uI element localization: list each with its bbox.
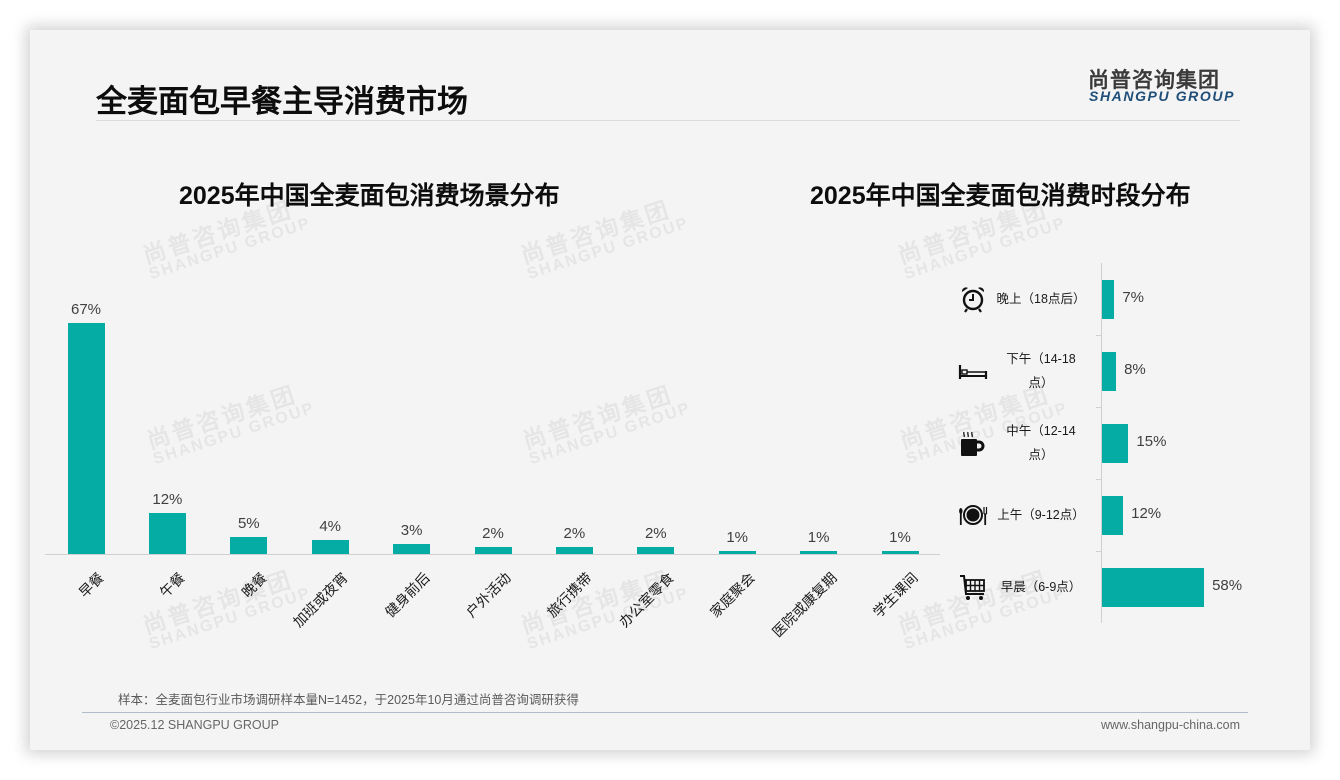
bar-value-label: 12% <box>152 490 183 508</box>
y-axis-line <box>1101 263 1102 623</box>
bar <box>67 322 105 554</box>
bar-value-label: 1% <box>807 528 830 546</box>
scene-chart-title: 2025年中国全麦面包消费场景分布 <box>179 182 560 210</box>
period-label: 下午（14-18 点） <box>988 347 1094 395</box>
bar <box>800 550 838 554</box>
bar-value-label: 8% <box>1124 361 1146 378</box>
bar <box>637 547 675 554</box>
alarm-clock-icon <box>958 284 988 314</box>
bar-value-label: 67% <box>70 300 102 318</box>
bar <box>1102 351 1117 391</box>
bar-value-label: 3% <box>400 521 423 539</box>
period-distribution-chart: 7% 晚上（18点后） 8% 下午（14-18 点） 15% 中午（12-14 点） 12% 上午… <box>30 30 1310 750</box>
plate-cutlery-icon <box>958 500 988 530</box>
bar <box>474 547 512 554</box>
slide: 尚普咨询集团 SHANGPU GROUP 尚普咨询集团 SHANGPU GROUP 尚普… <box>30 30 1310 750</box>
bar-value-label: 2% <box>644 525 667 543</box>
bar-value-label: 12% <box>1131 505 1162 522</box>
bed-icon <box>958 356 988 386</box>
axis-tick <box>1096 479 1102 480</box>
row-label-line: 点） <box>1028 376 1054 390</box>
bar-value-label: 4% <box>319 518 342 536</box>
row-label-line: 下午（14-18 <box>1006 352 1076 366</box>
bar-value-label: 7% <box>1122 289 1144 306</box>
axis-tick <box>1096 551 1102 552</box>
site-url: www.shangpu-china.com <box>1101 718 1240 732</box>
row-label-line: 早晨（6-9点） <box>1000 580 1082 594</box>
shopping-cart-icon <box>958 572 988 602</box>
row-label-line: 上午（9-12点） <box>997 508 1085 522</box>
bar <box>230 536 268 554</box>
logo-en: SHANGPU GROUP <box>1089 88 1236 104</box>
bar <box>718 550 756 554</box>
bar <box>1102 567 1205 607</box>
row-label-line: 点） <box>1028 448 1054 462</box>
sample-note: 样本：全麦面包行业市场调研样本量N=1452，于2025年10月通过尚普咨询调研… <box>118 693 579 707</box>
axis-tick <box>1096 407 1102 408</box>
page-title: 全麦面包早餐主导消费市场 <box>96 84 468 119</box>
bar-value-label: 58% <box>1212 577 1243 594</box>
period-label: 中午（12-14 点） <box>988 419 1094 467</box>
bar-value-label: 2% <box>563 525 586 543</box>
bar <box>555 547 593 554</box>
bar-value-label: 2% <box>482 525 504 543</box>
period-label: 早晨（6-9点） <box>988 575 1094 599</box>
scene-distribution-chart: 67% 早餐 12% 午餐 5% 晚餐 4% 加班或夜宵 3% 健身前后 2% 户外活动 2% 旅行携带 2… <box>30 30 1310 750</box>
logo-cn: 尚普咨询集团 <box>1088 69 1220 92</box>
row-label-line: 晚上（18点后） <box>996 292 1086 306</box>
bar-value-label: 1% <box>889 528 911 546</box>
hot-coffee-mug-icon <box>958 428 988 458</box>
bar <box>148 512 186 554</box>
bar <box>1102 279 1115 319</box>
period-chart-title: 2025年中国全麦面包消费时段分布 <box>810 182 1191 210</box>
bar <box>1102 495 1124 535</box>
row-label-line: 中午（12-14 <box>1006 424 1076 438</box>
footer-divider <box>82 712 1248 713</box>
bar-value-label: 5% <box>237 514 260 532</box>
axis-tick <box>1096 335 1102 336</box>
bar <box>311 540 349 554</box>
copyright: ©2025.12 SHANGPU GROUP <box>110 718 279 732</box>
header-divider <box>96 120 1240 121</box>
period-label: 晚上（18点后） <box>988 287 1094 311</box>
period-label: 上午（9-12点） <box>988 503 1094 527</box>
bar-value-label: 15% <box>1136 433 1167 450</box>
bar <box>393 543 431 554</box>
x-axis-line <box>45 554 940 555</box>
bar <box>881 550 919 554</box>
bar-value-label: 1% <box>726 528 749 546</box>
bar <box>1102 423 1129 463</box>
